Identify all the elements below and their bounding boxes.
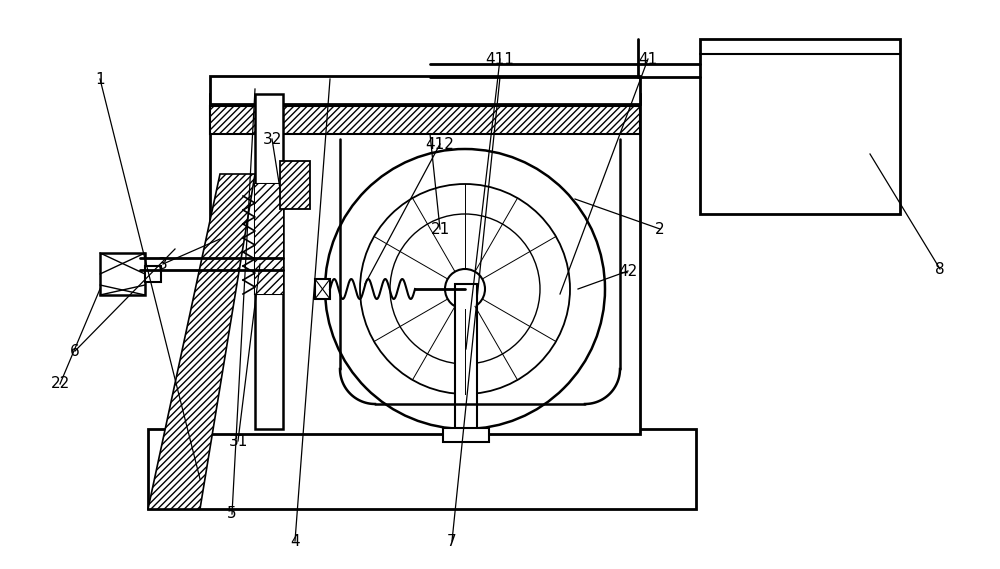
Bar: [700, 39, 900, 214]
Text: 412: 412: [426, 137, 454, 151]
Bar: [280, 161, 310, 209]
Bar: [455, 284, 477, 434]
Bar: [100, 253, 145, 295]
Text: 411: 411: [486, 52, 514, 67]
Bar: [315, 279, 330, 299]
Text: 5: 5: [227, 506, 237, 522]
Bar: [443, 428, 489, 442]
Text: 4: 4: [290, 534, 300, 549]
Text: 3: 3: [158, 257, 168, 271]
Text: 8: 8: [935, 262, 945, 277]
Bar: [255, 184, 283, 294]
Bar: [210, 94, 640, 434]
Text: 7: 7: [447, 534, 457, 549]
Bar: [210, 106, 640, 134]
Text: 22: 22: [50, 377, 70, 391]
Text: 21: 21: [430, 221, 450, 237]
Text: 1: 1: [95, 72, 105, 86]
Bar: [145, 266, 161, 282]
Bar: [210, 76, 640, 104]
Bar: [148, 429, 696, 509]
Text: 42: 42: [618, 263, 638, 278]
Text: 41: 41: [638, 52, 658, 67]
Text: 2: 2: [655, 221, 665, 237]
Bar: [255, 94, 283, 429]
Text: 31: 31: [228, 434, 248, 448]
Bar: [255, 184, 283, 294]
Text: 32: 32: [262, 131, 282, 146]
Text: 6: 6: [70, 344, 80, 358]
Polygon shape: [148, 174, 255, 509]
